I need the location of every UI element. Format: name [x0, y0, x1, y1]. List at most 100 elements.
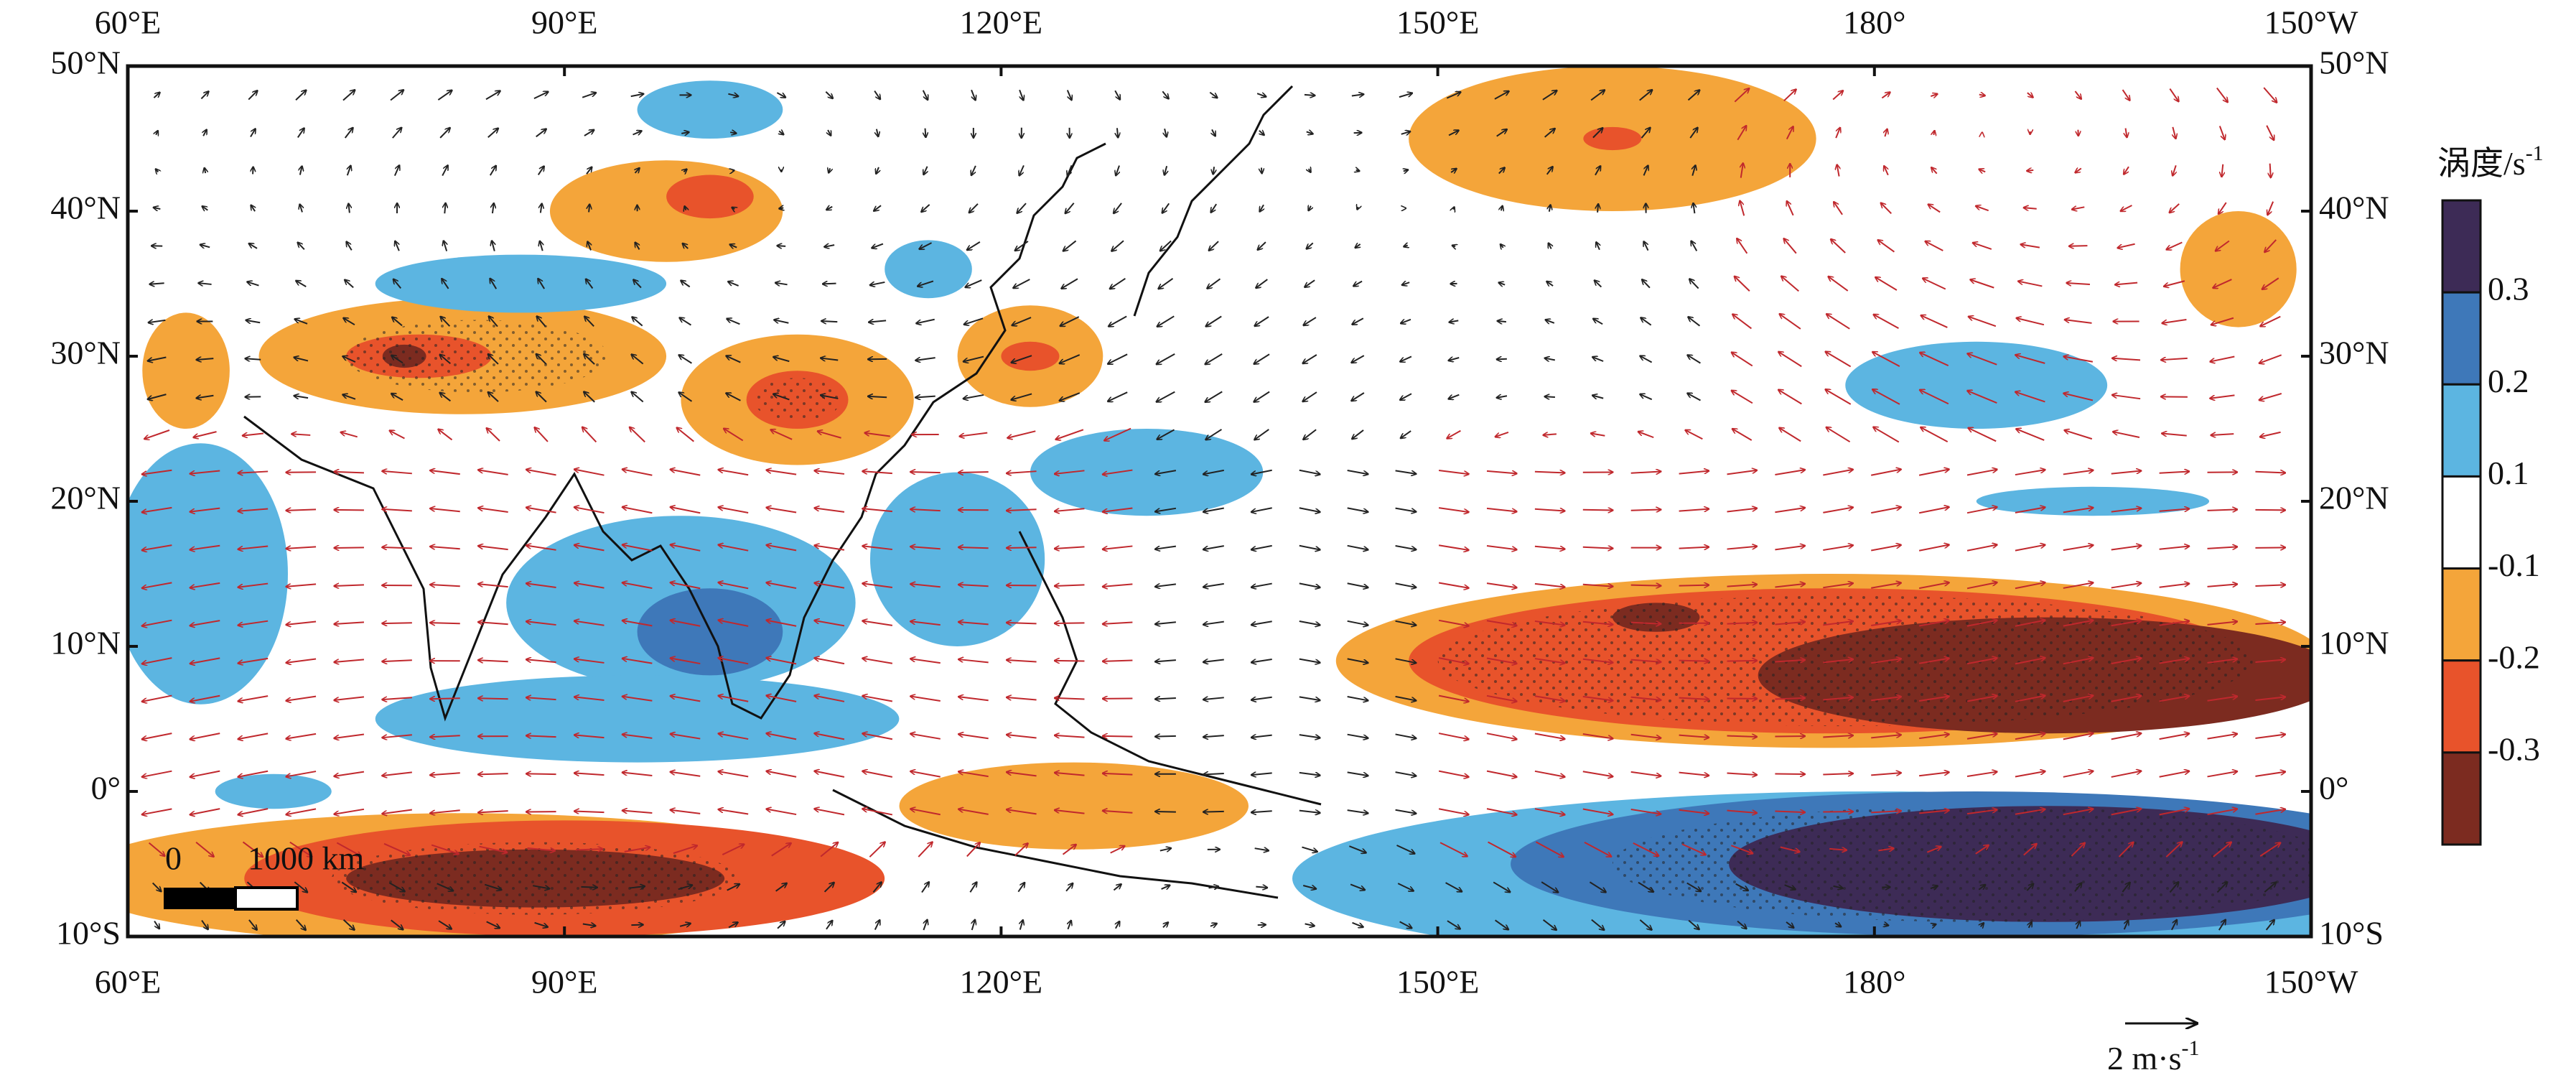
- wind-arrow: [2076, 921, 2080, 929]
- wind-arrow-significant: [910, 659, 941, 664]
- wind-arrow: [534, 921, 548, 927]
- wind-vectors: [142, 88, 2285, 930]
- wind-arrow-significant: [1966, 507, 1997, 514]
- wind-arrow: [1162, 203, 1170, 213]
- wind-arrow-significant: [574, 621, 605, 626]
- wind-arrow-significant: [2162, 319, 2187, 323]
- wind-arrow: [1254, 391, 1270, 402]
- wind-arrow: [2124, 921, 2129, 930]
- wind-arrow-significant: [238, 471, 269, 473]
- wind-arrow-significant: [2211, 434, 2234, 435]
- wind-arrow-significant: [1775, 773, 1805, 774]
- wind-arrow: [1160, 240, 1172, 251]
- coastline: [832, 789, 1279, 899]
- wind-arrow-significant: [862, 583, 893, 588]
- wind-arrow-significant: [1055, 429, 1084, 440]
- wind-arrow-significant: [1486, 620, 1517, 626]
- wind-arrow-significant: [1826, 427, 1851, 443]
- wind-arrow: [1497, 359, 1507, 360]
- lon-label-top: 60°E: [95, 4, 162, 41]
- wind-arrow: [874, 90, 880, 100]
- wind-arrow-significant: [535, 427, 549, 442]
- wind-arrow-significant: [2112, 395, 2141, 400]
- wind-arrow: [1254, 848, 1269, 850]
- wind-arrow-significant: [1103, 811, 1133, 813]
- wind-arrow: [582, 924, 596, 926]
- wind-arrow: [1592, 395, 1604, 398]
- wind-arrow-significant: [2063, 658, 2094, 665]
- wind-arrow-significant: [2255, 659, 2285, 664]
- wind-arrow: [1453, 207, 1454, 209]
- wind-arrow: [1395, 545, 1417, 549]
- wind-arrow-significant: [910, 621, 941, 626]
- wind-arrow-significant: [622, 469, 653, 476]
- wind-arrow: [1595, 280, 1602, 288]
- wind-arrow-significant: [2021, 244, 2040, 248]
- wind-arrow: [916, 318, 935, 324]
- vorticity-contour: [549, 160, 783, 262]
- wind-arrow: [536, 354, 547, 365]
- wind-arrow-significant: [1740, 201, 1745, 216]
- wind-arrow: [1932, 924, 1936, 926]
- wind-arrow: [1351, 355, 1365, 363]
- wind-arrow-significant: [1447, 429, 1461, 439]
- wind-arrow-significant: [334, 808, 365, 814]
- wind-arrow-significant: [1727, 773, 1758, 775]
- wind-arrow-significant: [2159, 696, 2190, 702]
- wind-arrow: [1258, 241, 1266, 250]
- lat-label-right: 30°N: [2319, 335, 2389, 371]
- wind-arrow-significant: [814, 809, 845, 816]
- wind-arrow-significant: [238, 770, 269, 777]
- wind-arrow-significant: [1582, 510, 1613, 511]
- wind-arrow: [441, 317, 451, 327]
- wind-arrow-significant: [1826, 314, 1850, 330]
- wind-arrow-significant: [1103, 773, 1133, 775]
- vorticity-contour: [375, 675, 900, 763]
- wind-arrow-significant: [766, 771, 797, 778]
- colorbar-label: 0.3: [2488, 271, 2529, 307]
- wind-arrow: [874, 920, 880, 931]
- wind-arrow: [536, 129, 546, 138]
- wind-arrow-significant: [1966, 658, 1997, 665]
- wind-arrow: [825, 91, 833, 98]
- wind-arrow-significant: [142, 694, 172, 702]
- wind-arrow-significant: [958, 472, 989, 473]
- wind-arrow: [633, 131, 641, 134]
- wind-arrow-significant: [722, 845, 744, 855]
- wind-arrow-significant: [1055, 547, 1085, 549]
- wind-arrow-significant: [1919, 772, 1949, 777]
- wind-arrow-significant: [2015, 771, 2045, 778]
- wind-arrow: [1305, 924, 1315, 926]
- wind-arrow-significant: [2015, 733, 2045, 740]
- lat-label-left: 50°N: [50, 45, 121, 81]
- wind-arrow: [295, 90, 306, 101]
- wind-arrow: [683, 243, 689, 249]
- wind-arrow-significant: [334, 733, 365, 738]
- colorbar-boxes: 0.3 0.2 0.1 -0.1 -0.2 -0.3: [2441, 199, 2540, 846]
- wind-arrow: [295, 919, 306, 930]
- lon-label-bottom: 60°E: [95, 964, 162, 1000]
- wind-arrow-significant: [1969, 317, 1997, 327]
- wind-arrow: [1157, 353, 1175, 364]
- wind-arrow-significant: [671, 620, 701, 627]
- wind-arrow-significant: [2159, 584, 2190, 588]
- wind-arrow-significant: [958, 771, 989, 778]
- wind-arrow-significant: [574, 697, 605, 702]
- wind-arrow-significant: [1732, 315, 1753, 330]
- wind-arrow: [437, 90, 452, 101]
- wind-arrow-significant: [2207, 734, 2238, 740]
- wind-arrow: [1203, 469, 1224, 475]
- wind-arrow-significant: [2074, 90, 2081, 99]
- wind-arrow-significant: [2015, 545, 2045, 552]
- wind-arrow-significant: [1014, 843, 1028, 857]
- wind-arrow-significant: [286, 547, 317, 549]
- wind-arrow-significant: [430, 585, 460, 586]
- vorticity-contour: [215, 773, 332, 809]
- wind-arrow-significant: [238, 657, 269, 664]
- lat-label-right: 10°S: [2319, 915, 2384, 952]
- wind-arrow-significant: [574, 583, 605, 589]
- scale-bar: 0 1000 km: [164, 840, 365, 911]
- wind-arrow: [1012, 317, 1032, 325]
- colorbar-box: [2441, 475, 2482, 570]
- wind-arrow-significant: [2111, 658, 2142, 665]
